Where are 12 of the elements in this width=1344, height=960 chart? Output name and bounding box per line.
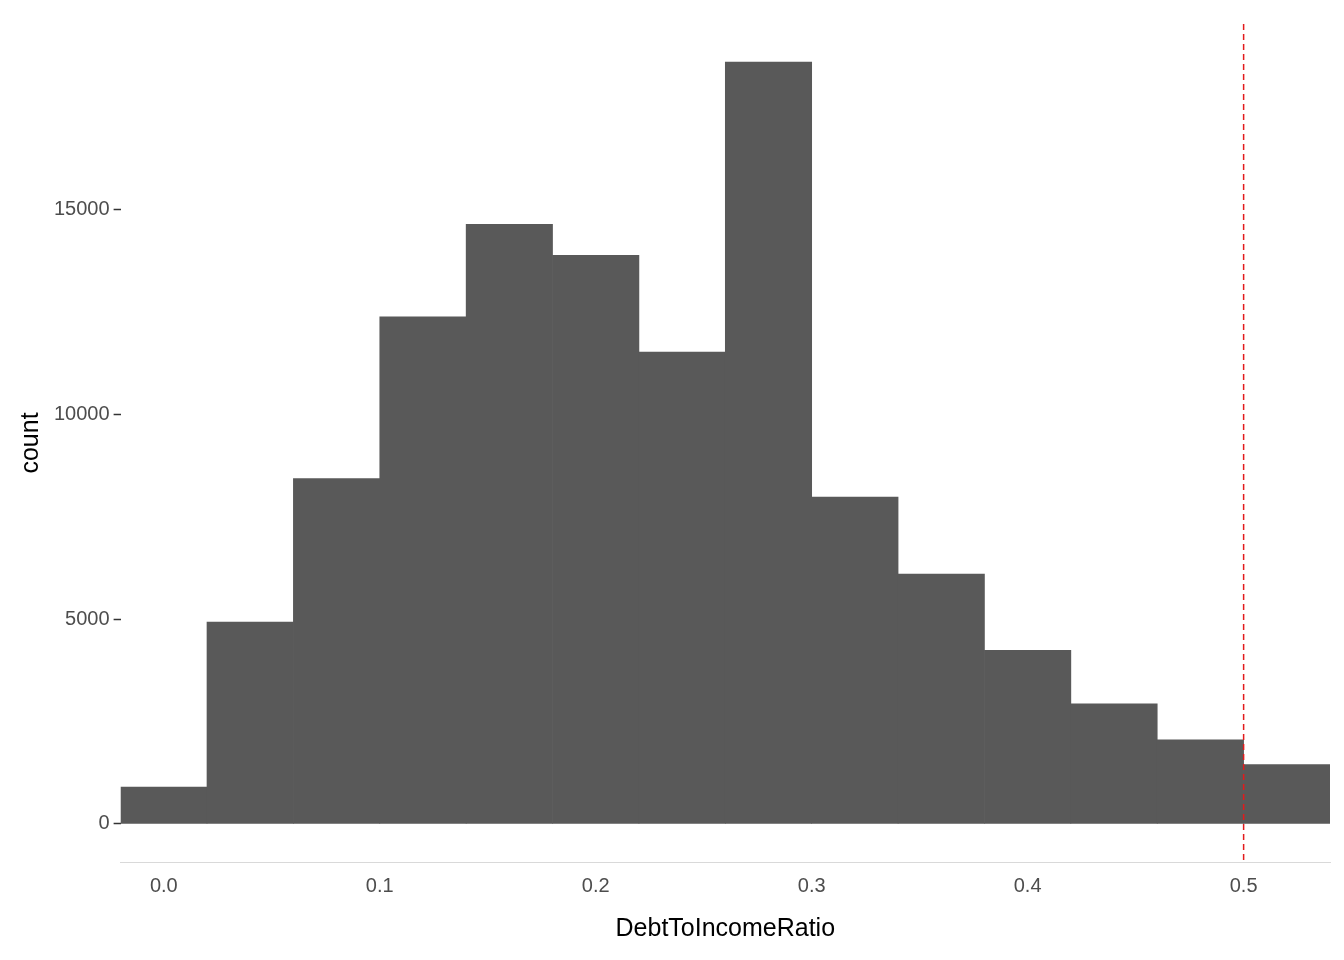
x-tick-label: 0.0 (149, 873, 178, 896)
x-axis-title: DebtToIncomeRatio (615, 912, 836, 941)
y-tick-label: 10000 (53, 401, 110, 424)
x-tick-label: 0.5 (1229, 873, 1258, 896)
y-tick-label: 5000 (65, 606, 110, 629)
x-tick-label: 0.2 (581, 873, 610, 896)
y-axis-title: count (14, 412, 43, 474)
x-tick-label: 0.1 (365, 873, 394, 896)
x-tick-label: 0.4 (1013, 873, 1042, 896)
y-tick-label: 15000 (53, 197, 110, 220)
x-tick-label: 0.3 (797, 873, 826, 896)
y-tick-label: 0 (98, 811, 110, 834)
